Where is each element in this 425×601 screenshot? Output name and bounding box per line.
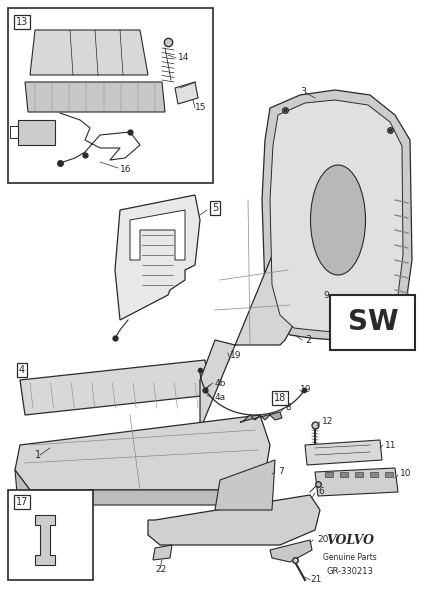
Text: 13: 13 <box>16 17 28 27</box>
Text: 19: 19 <box>230 350 241 359</box>
Text: 18: 18 <box>274 393 286 403</box>
Text: 12: 12 <box>322 418 333 427</box>
Polygon shape <box>25 82 165 112</box>
Text: 1: 1 <box>35 450 41 460</box>
Polygon shape <box>148 495 320 545</box>
Ellipse shape <box>311 165 366 275</box>
Text: 16: 16 <box>120 165 131 174</box>
Bar <box>325 472 333 477</box>
Polygon shape <box>262 90 412 345</box>
Bar <box>8 8 213 183</box>
Polygon shape <box>270 100 403 337</box>
Polygon shape <box>215 460 275 510</box>
Polygon shape <box>18 120 55 145</box>
Text: 14: 14 <box>178 53 190 63</box>
Text: 17: 17 <box>16 497 28 507</box>
Text: 11: 11 <box>385 441 397 450</box>
Text: 4: 4 <box>19 365 25 375</box>
Text: 19: 19 <box>300 385 312 394</box>
Text: 22: 22 <box>155 566 166 575</box>
Bar <box>8 490 93 580</box>
Polygon shape <box>30 30 148 75</box>
Bar <box>385 472 393 477</box>
Polygon shape <box>175 82 198 104</box>
Text: 20: 20 <box>317 535 329 545</box>
Polygon shape <box>15 415 270 490</box>
Polygon shape <box>115 195 200 320</box>
Polygon shape <box>315 468 398 496</box>
Text: 9: 9 <box>323 290 329 299</box>
Polygon shape <box>240 412 282 422</box>
Text: 7: 7 <box>278 468 284 477</box>
Text: 21: 21 <box>310 576 321 585</box>
Polygon shape <box>153 545 172 560</box>
Polygon shape <box>270 540 312 562</box>
Text: Genuine Parts: Genuine Parts <box>323 554 377 563</box>
Polygon shape <box>20 360 210 415</box>
Text: 10: 10 <box>400 469 411 478</box>
Bar <box>340 472 348 477</box>
Text: 5: 5 <box>212 203 218 213</box>
Bar <box>370 472 378 477</box>
Text: 6: 6 <box>318 487 324 496</box>
Text: 3: 3 <box>300 87 306 97</box>
Text: 4b: 4b <box>215 379 227 388</box>
Text: 4a: 4a <box>215 394 226 403</box>
Bar <box>355 472 363 477</box>
Text: SW: SW <box>348 308 398 336</box>
Text: GR-330213: GR-330213 <box>326 567 374 576</box>
Polygon shape <box>200 200 300 430</box>
Polygon shape <box>130 210 185 260</box>
Polygon shape <box>35 515 55 565</box>
Text: 2: 2 <box>305 335 311 345</box>
Text: 8: 8 <box>285 403 291 412</box>
Text: VOLVO: VOLVO <box>326 534 374 546</box>
Polygon shape <box>15 470 265 505</box>
Polygon shape <box>305 440 382 465</box>
Text: 15: 15 <box>195 103 207 112</box>
Bar <box>330 295 415 350</box>
